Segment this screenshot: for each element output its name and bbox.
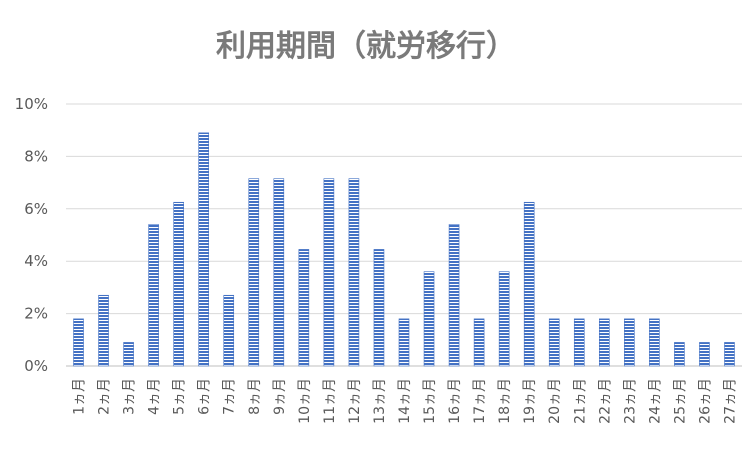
x-tick-label: 23ヵ月 [622, 378, 638, 424]
bar [273, 178, 285, 367]
x-tick-label: 14ヵ月 [397, 378, 413, 424]
bar [323, 178, 335, 367]
x-tick-label: 8ヵ月 [247, 378, 263, 415]
x-tick-label: 13ヵ月 [372, 378, 388, 424]
chart-title: 利用期間（就労移行） [216, 29, 516, 64]
x-tick-label: 18ヵ月 [497, 378, 513, 424]
y-tick-label: 6% [24, 200, 48, 218]
y-tick-label: 0% [24, 357, 48, 375]
bar [498, 271, 510, 367]
bar [573, 318, 585, 367]
y-tick-label: 10% [15, 95, 48, 113]
bar [724, 342, 735, 367]
x-tick-label: 3ヵ月 [122, 378, 138, 415]
bar [674, 342, 685, 367]
x-tick-label: 4ヵ月 [147, 378, 163, 415]
x-tick-label: 6ヵ月 [197, 378, 213, 415]
bar [223, 294, 235, 367]
x-tick-label: 15ヵ月 [422, 378, 438, 424]
bar [598, 318, 610, 367]
y-axis: 0% 2% 4% 6% 8% 10% [15, 95, 48, 375]
bar [473, 318, 485, 367]
y-tick-label: 2% [24, 305, 48, 323]
x-tick-label: 26ヵ月 [697, 378, 713, 424]
x-tick-label: 22ヵ月 [597, 378, 613, 424]
x-tick-label: 19ヵ月 [522, 378, 538, 424]
bar [123, 342, 134, 367]
x-tick-label: 24ヵ月 [647, 378, 663, 424]
bar [173, 201, 184, 367]
x-tick-label: 11ヵ月 [322, 378, 338, 424]
y-tick-label: 4% [24, 252, 48, 270]
bar [248, 178, 260, 367]
bars [73, 132, 735, 367]
bar [423, 271, 435, 367]
x-tick-label: 5ヵ月 [172, 378, 188, 415]
x-tick-label: 16ヵ月 [447, 378, 463, 424]
bar [448, 224, 460, 367]
x-tick-label: 17ヵ月 [472, 378, 488, 424]
bar [548, 318, 560, 367]
x-tick-label: 2ヵ月 [97, 378, 113, 415]
bar [98, 294, 109, 367]
x-tick-label: 27ヵ月 [722, 378, 738, 424]
y-tick-label: 8% [24, 147, 48, 165]
bar [198, 132, 210, 367]
x-tick-label: 9ヵ月 [272, 378, 288, 415]
bar [398, 318, 410, 367]
bar [523, 201, 535, 367]
x-tick-label: 10ヵ月 [297, 378, 313, 424]
x-tick-label: 7ヵ月 [222, 378, 238, 415]
bar [148, 224, 159, 367]
bar [699, 342, 710, 367]
x-axis: 1ヵ月 2ヵ月 3ヵ月 4ヵ月 5ヵ月 6ヵ月 7ヵ月 8ヵ月 9ヵ月 10ヵ月 11ヵ月 12ヵ月 1… [72, 378, 739, 424]
bar [373, 249, 385, 367]
bar [73, 318, 84, 367]
bar [298, 249, 310, 367]
x-tick-label: 21ヵ月 [572, 378, 588, 424]
x-tick-label: 25ヵ月 [672, 378, 688, 424]
x-tick-label: 1ヵ月 [72, 378, 88, 415]
bar [348, 178, 360, 367]
x-tick-label: 20ヵ月 [547, 378, 563, 424]
x-tick-label: 12ヵ月 [347, 378, 363, 424]
bar [649, 318, 660, 367]
bar [624, 318, 635, 367]
